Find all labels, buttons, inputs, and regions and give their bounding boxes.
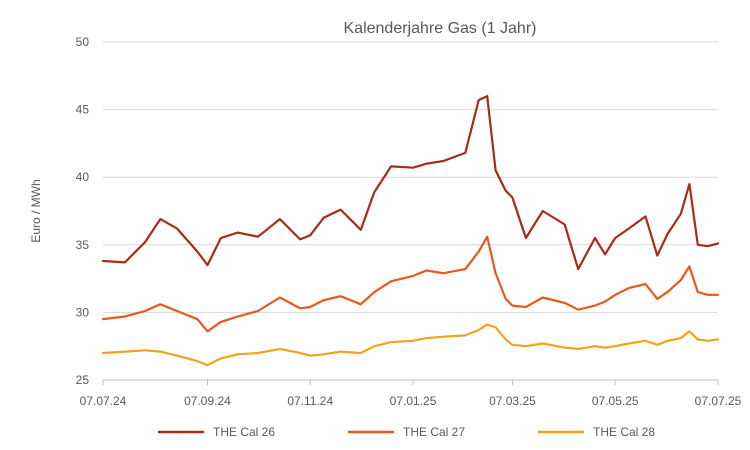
y-tick-label: 25	[76, 373, 90, 387]
y-tick-label: 40	[76, 170, 90, 184]
y-tick-label: 35	[76, 238, 90, 252]
x-tick-label: 07.09.24	[184, 394, 231, 408]
y-tick-label: 45	[76, 103, 90, 117]
x-axis-ticks: 07.07.24 07.09.24 07.11.24 07.01.25 07.03.25…	[80, 380, 742, 408]
series-line-the-cal-27	[101, 235, 720, 333]
legend-label: THE Cal 27	[403, 425, 465, 439]
y-tick-label: 30	[76, 305, 90, 319]
series-lines	[101, 94, 720, 367]
y-tick-label: 50	[76, 35, 90, 49]
chart-title: Kalenderjahre Gas (1 Jahr)	[344, 20, 537, 37]
x-tick-label: 07.11.24	[287, 394, 333, 408]
gridlines	[103, 41, 718, 381]
legend: THE Cal 26 THE Cal 27 THE Cal 28	[158, 425, 655, 439]
legend-label: THE Cal 28	[593, 425, 655, 439]
x-tick-label: 07.01.25	[390, 394, 437, 408]
x-tick-label: 07.03.25	[489, 394, 536, 408]
x-tick-label: 07.05.25	[592, 394, 639, 408]
y-axis-ticks: 25 30 35 40 45 50	[76, 35, 90, 387]
y-axis-label: Euro / MWh	[29, 179, 43, 242]
x-tick-label: 07.07.25	[695, 394, 742, 408]
legend-label: THE Cal 26	[213, 425, 275, 439]
series-line-the-cal-26	[101, 94, 720, 271]
x-tick-label: 07.07.24	[80, 394, 127, 408]
series-line-the-cal-28	[101, 323, 720, 367]
